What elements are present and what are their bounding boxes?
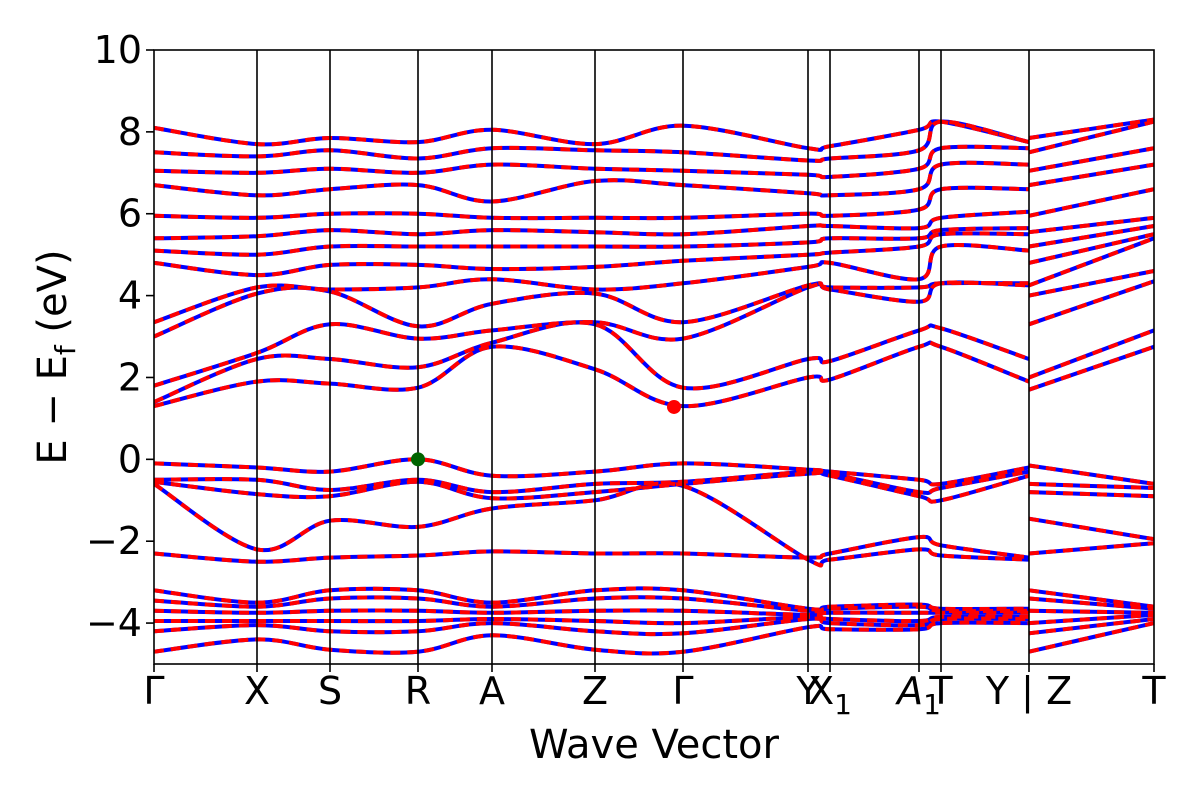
x-tick-label: X1 <box>808 669 852 721</box>
x-tick-label: R <box>405 669 431 713</box>
band-spin-down-8-1 <box>1028 490 1154 499</box>
y-tick-label: −4 <box>86 601 142 645</box>
bands-layer <box>154 117 1154 656</box>
x-tick-label: A <box>479 669 505 713</box>
band-spin-down-6-1 <box>1028 541 1154 556</box>
x-tick-label: Y <box>795 669 820 713</box>
band-spin-down-20-1 <box>1028 162 1154 188</box>
y-tick-label: 0 <box>118 437 142 481</box>
kpoint-lines-layer <box>256 50 1030 664</box>
band-spin-down-7-1 <box>1028 516 1154 542</box>
y-axis-label: E − Ef (eV) <box>30 249 82 464</box>
band-spin-down-11-1 <box>1028 344 1154 392</box>
band-spin-down-16-1 <box>1028 232 1154 265</box>
x-axis-label: Wave Vector <box>529 722 780 768</box>
y-tick-label: 2 <box>118 355 142 399</box>
band-spin-down-15-1 <box>1028 236 1154 288</box>
band-spin-down-1-1 <box>1028 617 1154 636</box>
y-axis-label-text: E − Ef (eV) <box>30 249 82 464</box>
x-tick-label: T <box>928 669 953 713</box>
band-spin-down-19-1 <box>1028 187 1154 218</box>
band-spin-down-13-1 <box>1028 279 1154 327</box>
band-spin-down-4-1 <box>1028 596 1154 611</box>
x-tick-label: Y | Z <box>985 669 1072 714</box>
band-spin-down-18-1 <box>1028 215 1154 235</box>
x-tick-label: T <box>1141 669 1166 713</box>
band-spin-down-3-1 <box>1028 608 1154 615</box>
band-spin-down-21-1 <box>1028 146 1154 173</box>
band-spin-down-12-1 <box>1028 328 1154 380</box>
y-axis: −4 −2 0 2 4 6 8 10 <box>86 28 154 645</box>
band-spin-up-2-0 <box>154 614 1030 626</box>
cbm-marker <box>667 399 681 414</box>
y-tick-label: 6 <box>118 192 142 236</box>
band-spin-down-0-1 <box>1028 621 1154 654</box>
band-spin-down-13-0 <box>154 280 1030 388</box>
band-spin-down-12-0 <box>154 320 1030 404</box>
band-spin-down-5-1 <box>1028 588 1154 609</box>
band-spin-up-15-0 <box>154 243 1030 325</box>
band-spin-up-3-0 <box>154 608 1029 617</box>
band-spin-up-10-0 <box>154 457 1030 487</box>
markers-layer <box>411 399 681 467</box>
band-spin-down-9-1 <box>1028 481 1154 490</box>
band-spin-down-2-1 <box>1028 612 1154 626</box>
x-tick-label: Γ <box>672 669 693 713</box>
band-spin-down-14-1 <box>1028 269 1154 298</box>
y-tick-label: −2 <box>86 519 142 563</box>
band-spin-down-10-1 <box>1028 463 1154 486</box>
x-tick-label: A1 <box>894 669 941 721</box>
band-spin-down-15-0 <box>154 243 1030 325</box>
x-tick-label: X <box>244 669 270 713</box>
y-tick-label: 8 <box>118 110 142 154</box>
band-spin-up-12-0 <box>154 320 1030 404</box>
x-tick-label: Z <box>582 669 608 713</box>
band-spin-down-17-1 <box>1028 224 1154 249</box>
band-spin-up-11-0 <box>154 340 1030 409</box>
band-spin-down-11-0 <box>154 340 1030 409</box>
x-tick-label: Γ <box>143 669 164 713</box>
band-spin-down-23-0 <box>154 119 1030 152</box>
band-spin-down-22-1 <box>1028 119 1154 155</box>
band-spin-down-23-1 <box>1028 117 1154 140</box>
plot-frame <box>153 49 1155 665</box>
vbm-marker <box>411 452 425 467</box>
y-tick-label: 10 <box>94 28 142 72</box>
x-tick-label: S <box>318 669 342 713</box>
y-tick-label: 4 <box>118 274 142 318</box>
